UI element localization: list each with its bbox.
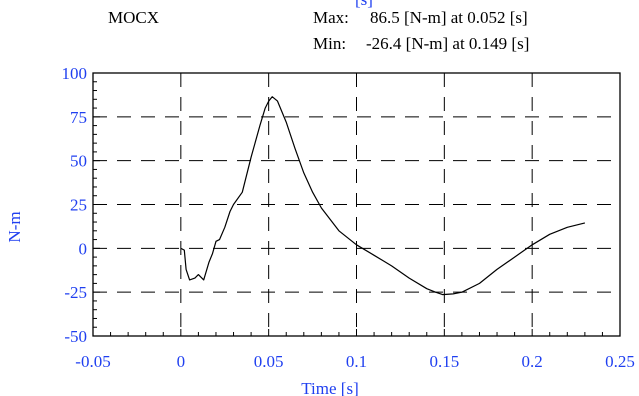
chart-title: MOCX <box>108 8 160 27</box>
y-tick-label: 0 <box>79 239 88 258</box>
grid <box>93 73 620 336</box>
series-line <box>180 96 586 296</box>
y-tick-label: 75 <box>70 108 87 127</box>
x-tick-label: -0.05 <box>75 352 110 371</box>
top-cropped-label: [s] <box>355 0 373 9</box>
x-tick-label: 0.05 <box>254 352 284 371</box>
x-tick-labels: -0.05 0 0.05 0.1 0.15 0.2 0.25 <box>75 352 635 371</box>
min-label: Min: <box>313 34 347 53</box>
min-value: -26.4 [N-m] at 0.149 [s] <box>366 34 530 53</box>
series-group <box>180 96 586 296</box>
y-axis-label: N-m <box>5 211 24 242</box>
y-tick-label: -50 <box>64 327 87 346</box>
y-tick-label: 25 <box>70 196 87 215</box>
x-axis-label: Time [s] <box>301 379 358 396</box>
max-value: 86.5 [N-m] at 0.052 [s] <box>370 8 528 27</box>
y-tick-labels: -50 -25 0 25 50 75 100 <box>62 64 88 346</box>
x-tick-label: 0.25 <box>605 352 635 371</box>
x-tick-label: 0.1 <box>346 352 367 371</box>
x-tick-label: 0.15 <box>429 352 459 371</box>
y-tick-label: 100 <box>62 64 88 83</box>
plot-frame <box>92 72 621 337</box>
x-tick-label: 0 <box>177 352 186 371</box>
x-tick-label: 0.2 <box>522 352 543 371</box>
y-tick-label: 50 <box>70 152 87 171</box>
max-label: Max: <box>313 8 349 27</box>
y-tick-label: -25 <box>64 283 87 302</box>
